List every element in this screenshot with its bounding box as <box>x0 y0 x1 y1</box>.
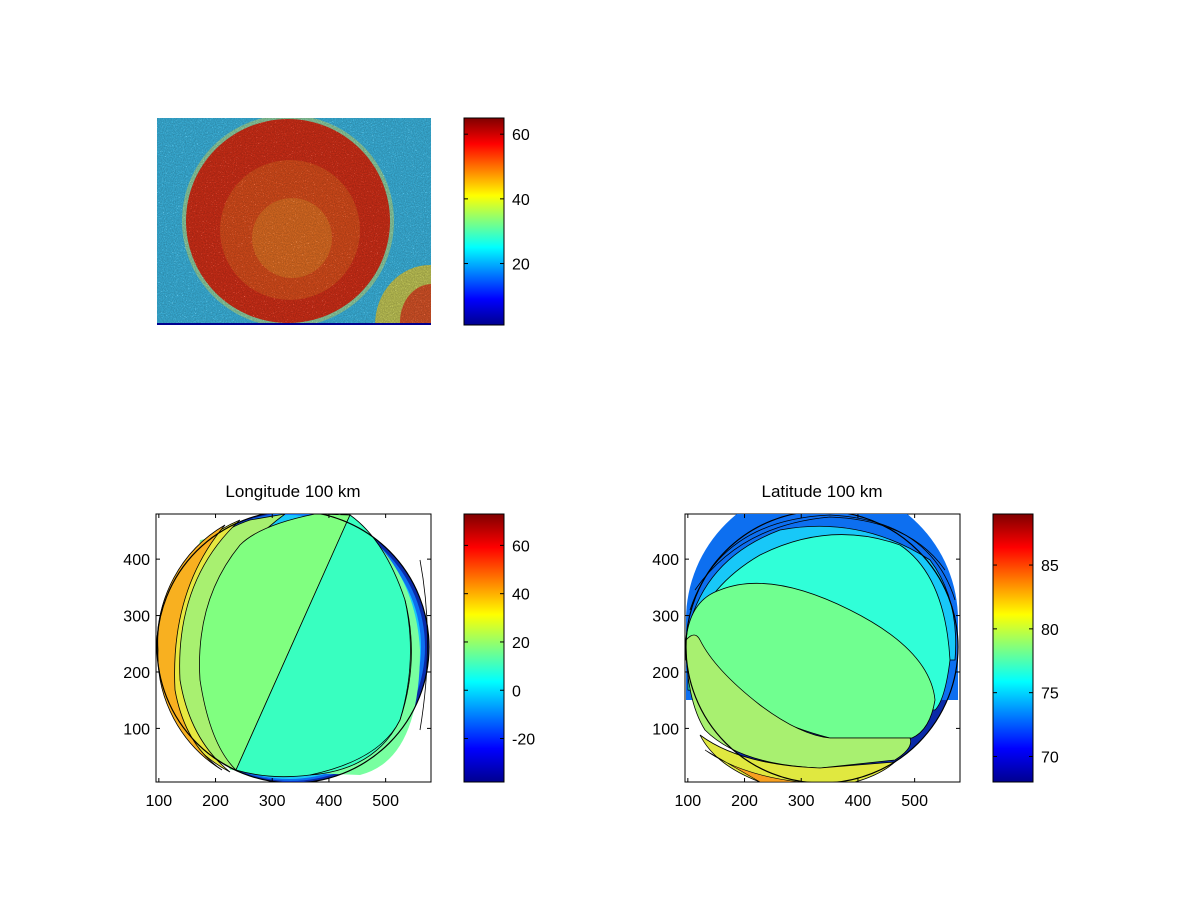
raw-image-axes: 20 40 60 <box>157 117 530 326</box>
latitude-x-ticks: 100 200 300 400 500 <box>674 514 928 810</box>
x-tick-label: 300 <box>788 793 815 810</box>
y-tick-label: 300 <box>123 609 150 626</box>
latitude-y-ticks: 100 200 300 400 <box>652 552 960 738</box>
x-tick-label: 200 <box>202 793 229 810</box>
colorbar-tick-label: 75 <box>1041 686 1059 703</box>
colorbar-tick-label: -20 <box>512 732 535 749</box>
longitude-plot <box>156 514 430 782</box>
y-tick-label: 400 <box>652 552 679 569</box>
colorbar-tick-label: 80 <box>1041 622 1059 639</box>
latitude-colorbar <box>992 513 1034 783</box>
y-tick-label: 200 <box>123 665 150 682</box>
colorbar-tick-label: 20 <box>512 257 530 274</box>
colorbar-tick-label: 40 <box>512 587 530 604</box>
colorbar-tick-label: 0 <box>512 683 521 700</box>
x-tick-label: 200 <box>731 793 758 810</box>
y-tick-label: 100 <box>123 721 150 738</box>
y-tick-label: 100 <box>652 721 679 738</box>
latitude-axes: Latitude 100 km 100 200 300 400 500 100 200 30… <box>652 482 1059 810</box>
colorbar-tick-label: 40 <box>512 192 530 209</box>
latitude-colorbar-ticks: 70 75 80 85 <box>993 558 1059 766</box>
y-tick-label: 200 <box>652 665 679 682</box>
x-tick-label: 400 <box>316 793 343 810</box>
x-tick-label: 100 <box>145 793 172 810</box>
x-tick-label: 500 <box>372 793 399 810</box>
y-tick-label: 400 <box>123 552 150 569</box>
longitude-x-ticks: 100 200 300 400 500 <box>145 514 399 810</box>
colorbar-tick-label: 85 <box>1041 558 1059 575</box>
longitude-colorbar-ticks: -20 0 20 40 60 <box>464 538 535 749</box>
raw-image-plot <box>157 118 431 325</box>
longitude-colorbar <box>463 513 505 783</box>
latitude-plot <box>685 514 959 782</box>
x-tick-label: 400 <box>845 793 872 810</box>
colorbar-tick-label: 20 <box>512 635 530 652</box>
y-tick-label: 300 <box>652 609 679 626</box>
longitude-axes: Longitude 100 km 100 200 300 400 500 1002003… <box>123 482 535 810</box>
colorbar-tick-label: 60 <box>512 538 530 555</box>
x-tick-label: 300 <box>259 793 286 810</box>
colorbar-tick-label: 70 <box>1041 749 1059 766</box>
longitude-title: Longitude 100 km <box>225 482 360 501</box>
colorbar-tick-label: 60 <box>512 127 530 144</box>
raw-image-colorbar <box>463 117 505 326</box>
latitude-title: Latitude 100 km <box>762 482 883 501</box>
raw-image-colorbar-ticks: 20 40 60 <box>464 127 530 274</box>
x-tick-label: 100 <box>674 793 701 810</box>
longitude-y-ticks: 100 200 300 400 <box>123 552 431 738</box>
x-tick-label: 500 <box>901 793 928 810</box>
